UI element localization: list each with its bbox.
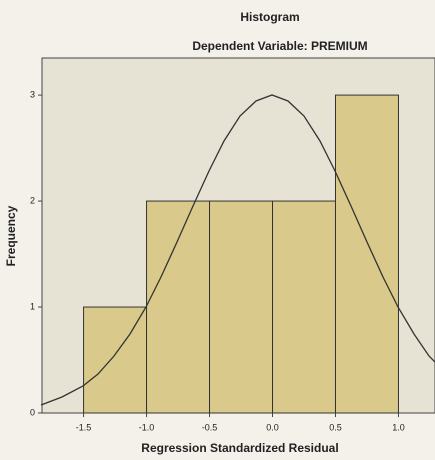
y-axis-label: Frequency — [4, 205, 18, 266]
y-tick-label: 0 — [30, 407, 35, 417]
bar — [209, 200, 274, 414]
bar — [334, 94, 399, 414]
y-tick-label: 3 — [30, 89, 35, 99]
y-tick-label: 2 — [30, 195, 35, 205]
x-tick-label: 0.0 — [266, 422, 279, 432]
x-tick-label: -1.0 — [139, 422, 155, 432]
x-tick-label: 0.5 — [329, 422, 342, 432]
normal-curve — [40, 94, 435, 406]
x-tick-label: -0.5 — [202, 422, 218, 432]
x-axis-label: Regression Standardized Residual — [141, 441, 338, 455]
x-tick-label: 1.0 — [392, 422, 405, 432]
bar — [272, 200, 336, 414]
chart-title: Histogram — [240, 10, 299, 24]
y-tick-label: 1 — [30, 301, 35, 311]
chart-subtitle: Dependent Variable: PREMIUM — [192, 39, 367, 53]
x-tick-label: -1.5 — [76, 422, 92, 432]
bar — [146, 200, 211, 414]
